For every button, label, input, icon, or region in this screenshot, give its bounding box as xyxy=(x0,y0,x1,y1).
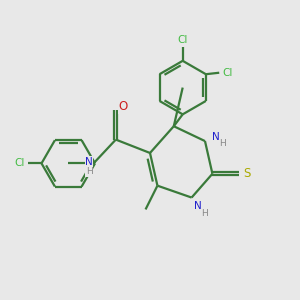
Text: S: S xyxy=(243,167,250,180)
Text: N: N xyxy=(194,202,201,212)
Text: H: H xyxy=(86,167,92,176)
Text: N: N xyxy=(85,157,93,167)
Text: Cl: Cl xyxy=(178,35,188,45)
Text: H: H xyxy=(202,208,208,217)
Text: N: N xyxy=(212,132,219,142)
Text: Cl: Cl xyxy=(15,158,25,168)
Text: O: O xyxy=(118,100,128,113)
Text: H: H xyxy=(219,139,226,148)
Text: Cl: Cl xyxy=(222,68,233,78)
